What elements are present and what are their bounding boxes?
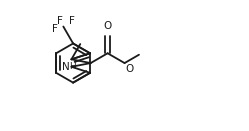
Text: F: F (52, 24, 58, 34)
Text: N: N (62, 62, 69, 72)
Text: O: O (104, 21, 112, 31)
Text: O: O (125, 64, 134, 74)
Text: F: F (69, 16, 75, 26)
Text: H: H (69, 62, 76, 71)
Text: F: F (58, 16, 63, 26)
